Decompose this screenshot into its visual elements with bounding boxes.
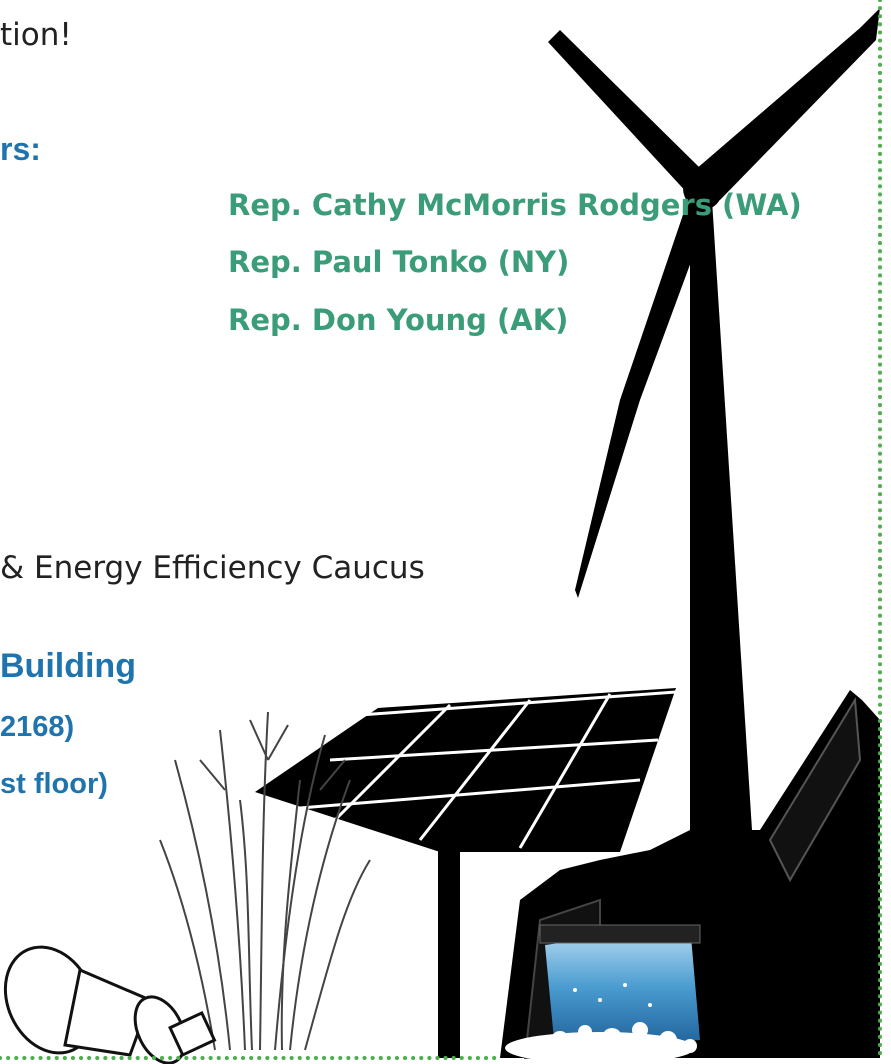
intro-tail: tion!: [0, 17, 72, 53]
caucus: & Energy Efficiency Caucus: [0, 550, 425, 586]
sponsors-heading: rs:: [0, 131, 41, 167]
flyer: tion! rs: Rep. Cathy McMorris Rodgers (W…: [0, 0, 891, 1064]
sponsor: Rep. Don Young (AK): [228, 303, 568, 337]
location-building: Building: [0, 647, 136, 685]
sponsor: Rep. Cathy McMorris Rodgers (WA): [228, 188, 802, 222]
location-room: 2168): [0, 711, 74, 743]
location-floor: st floor): [0, 768, 108, 800]
sponsor: Rep. Paul Tonko (NY): [228, 245, 569, 279]
